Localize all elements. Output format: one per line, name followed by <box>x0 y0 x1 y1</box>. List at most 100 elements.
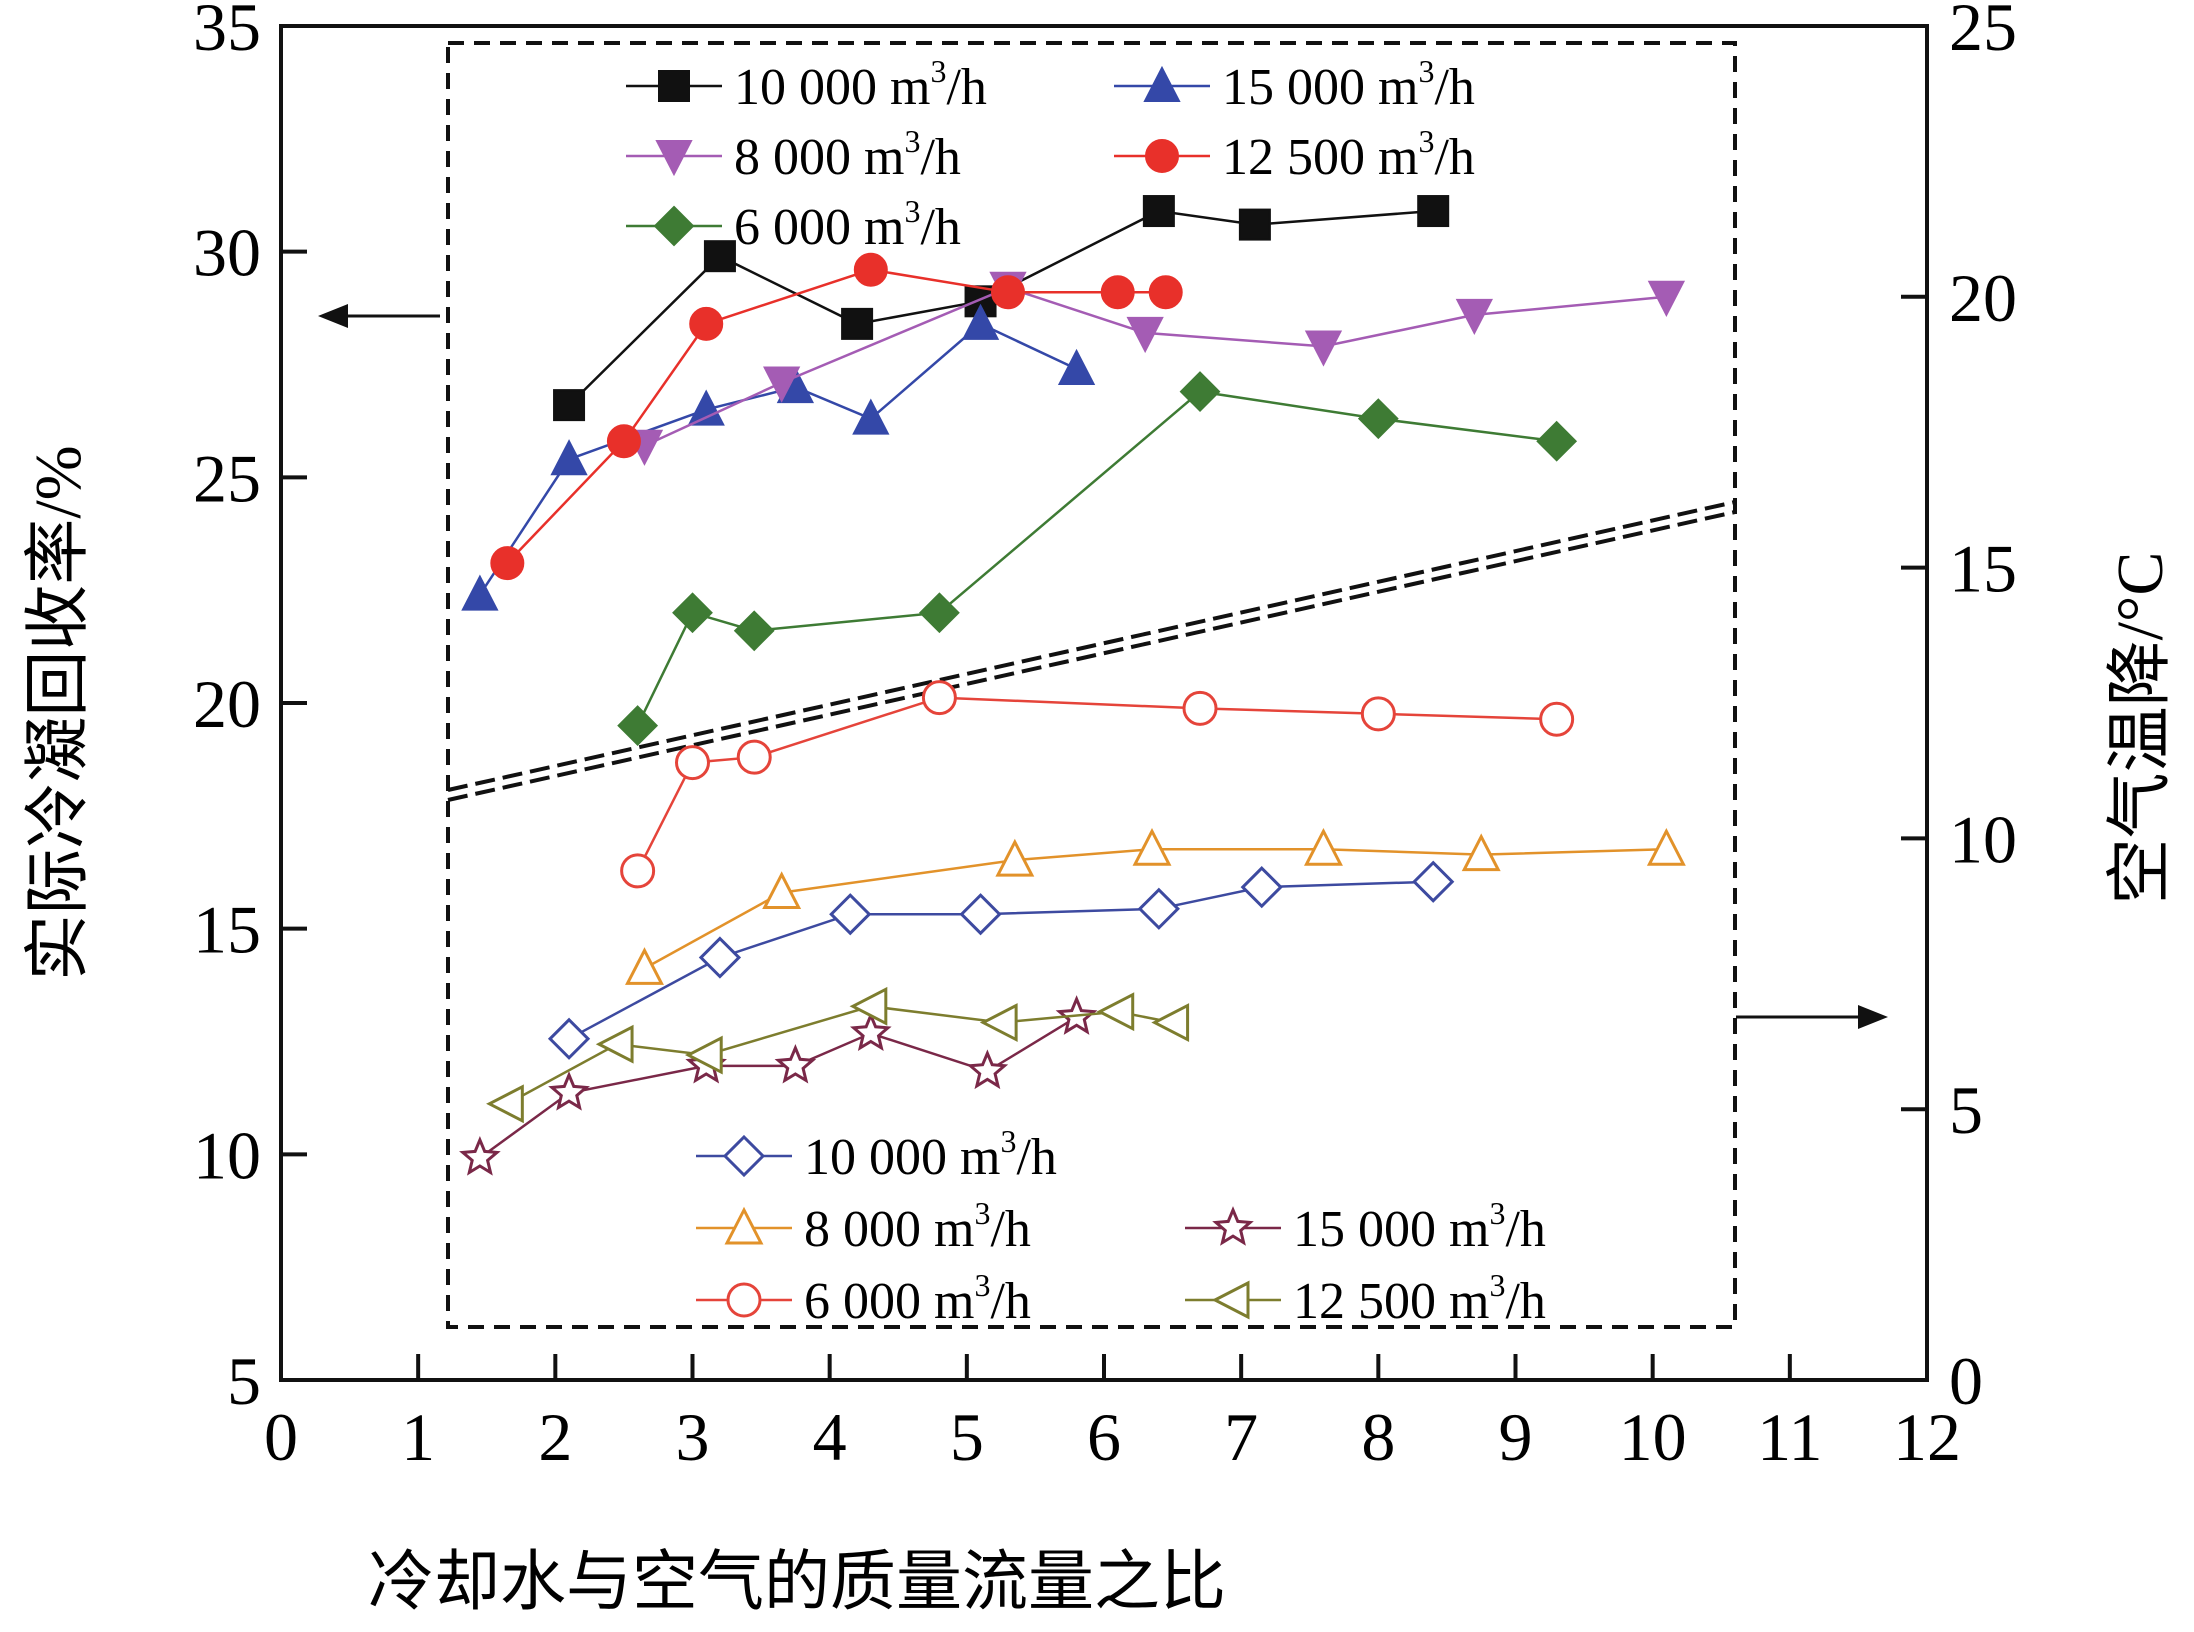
data-point <box>762 871 802 910</box>
series-group-box <box>446 41 1737 1329</box>
x-tick-label: 11 <box>1757 1399 1822 1475</box>
series-1 <box>461 303 1096 611</box>
data-point <box>547 1017 591 1060</box>
data-point <box>1417 195 1450 228</box>
legend-label: 12 500 m3/h <box>1222 123 1475 186</box>
data-point <box>1240 866 1283 909</box>
dashed-group-box <box>446 41 1737 1329</box>
y-right-tick-label: 15 <box>1949 531 2017 607</box>
y-right-tick-label: 0 <box>1949 1343 1983 1419</box>
data-point <box>774 1043 817 1084</box>
data-point <box>1304 330 1343 367</box>
legend-entry: 12 500 m3/h <box>1114 123 1475 186</box>
series-layer <box>459 195 1686 1176</box>
data-point <box>995 838 1035 877</box>
x-tick-label: 12 <box>1893 1399 1961 1475</box>
right-axis-arrow <box>1736 1005 1888 1029</box>
data-point <box>620 853 656 889</box>
data-point <box>1142 195 1175 228</box>
data-point <box>461 574 499 611</box>
y-right-tick-label: 5 <box>1949 1072 1983 1148</box>
legend-label: 10 000 m3/h <box>734 53 987 116</box>
data-point <box>1360 696 1396 732</box>
series-8 <box>620 680 1575 889</box>
divider-line-lower <box>447 510 1736 802</box>
legend-marker <box>658 70 690 102</box>
legend-marker <box>1211 1280 1250 1320</box>
x-tick-label: 10 <box>1619 1399 1687 1475</box>
x-tick-label: 2 <box>538 1399 572 1475</box>
data-point <box>1151 1003 1190 1043</box>
y-left-axis-title: 实际冷凝回收率/% <box>22 445 95 980</box>
series-4 <box>617 371 1578 746</box>
data-point <box>687 389 725 426</box>
y-left-tick-label: 30 <box>193 215 261 291</box>
x-tick-label: 3 <box>676 1399 710 1475</box>
series-line <box>636 696 1557 872</box>
data-point <box>1182 690 1218 726</box>
legend-marker <box>655 140 693 177</box>
data-point <box>733 610 775 652</box>
data-point <box>1461 833 1501 872</box>
legend-label: 8 000 m3/h <box>804 1195 1031 1258</box>
data-point <box>1304 827 1343 866</box>
data-point <box>1647 280 1686 317</box>
data-point <box>606 424 641 459</box>
data-point <box>1100 275 1135 310</box>
legend-marker <box>722 1134 766 1178</box>
divider-lines <box>447 500 1736 802</box>
data-point <box>1179 371 1221 412</box>
data-point <box>841 307 874 340</box>
data-point <box>763 366 801 403</box>
data-point <box>617 705 659 746</box>
x-axis-title: 冷却水与空气的质量流量之比 <box>368 1546 1226 1619</box>
legend-entry: 6 000 m3/h <box>696 1267 1031 1330</box>
data-point <box>486 1084 524 1124</box>
series-9 <box>486 986 1190 1124</box>
series-3 <box>490 252 1183 581</box>
left-axis-arrow <box>318 304 440 328</box>
x-tick-label: 1 <box>401 1399 435 1475</box>
data-point <box>849 986 888 1026</box>
data-point <box>736 739 772 775</box>
legend-label: 8 000 m3/h <box>734 123 961 186</box>
data-point <box>550 439 588 476</box>
y-left-tick-label: 5 <box>227 1343 261 1419</box>
legend-marker <box>724 1206 764 1245</box>
data-point <box>990 275 1025 310</box>
legend-entry: 10 000 m3/h <box>696 1123 1057 1186</box>
data-point <box>684 1035 723 1075</box>
legend-entry: 15 000 m3/h <box>1114 53 1475 116</box>
data-point <box>1148 275 1183 310</box>
x-tick-label: 8 <box>1361 1399 1395 1475</box>
legend-label: 10 000 m3/h <box>804 1123 1057 1186</box>
legend-marker <box>653 205 695 247</box>
series-5 <box>547 860 1455 1060</box>
legend: 10 000 m3/h 15 000 m3/h 8 000 m3/h 12 500 m… <box>626 53 1546 1330</box>
legend-marker <box>1143 65 1181 102</box>
legend-marker <box>726 1282 762 1318</box>
data-point <box>959 893 1002 936</box>
data-point <box>1096 992 1135 1032</box>
y-left-tick-label: 15 <box>193 892 261 968</box>
y-left-tick-label: 35 <box>193 0 261 65</box>
plot-frame <box>279 24 1929 1382</box>
series-line <box>636 390 1557 727</box>
axis-arrows <box>318 304 1888 1029</box>
data-point <box>1238 208 1271 241</box>
legend-marker <box>1212 1206 1254 1246</box>
legend-label: 12 500 m3/h <box>1293 1267 1546 1330</box>
data-point <box>853 252 888 287</box>
plot-border <box>279 24 1929 1382</box>
data-point <box>1646 827 1686 866</box>
legend-entry: 6 000 m3/h <box>626 193 961 256</box>
y-right-tick-label: 20 <box>1949 260 2017 336</box>
series-6 <box>625 827 1686 985</box>
data-point <box>490 546 525 581</box>
y-right-tick-label: 25 <box>1949 0 2017 65</box>
legend-label: 15 000 m3/h <box>1293 1195 1546 1258</box>
data-point <box>553 389 586 422</box>
data-point <box>829 893 872 936</box>
